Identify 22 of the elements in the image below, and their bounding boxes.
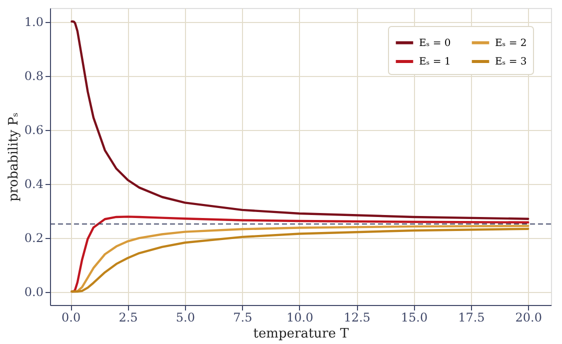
legend-label: Eₛ = 2 — [495, 38, 527, 49]
y-tick-label: 0.0 — [24, 285, 44, 299]
y-tick-label: 0.2 — [24, 231, 44, 245]
x-tick-label: 0.0 — [62, 310, 81, 324]
x-axis-title: temperature T — [253, 326, 350, 342]
y-tick-label: 0.4 — [24, 177, 44, 191]
legend-label: Eₛ = 3 — [495, 56, 527, 68]
x-tick-label: 7.5 — [233, 310, 252, 324]
y-axis-title: probability Pₛ — [6, 112, 22, 202]
y-tick-label: 0.6 — [24, 123, 44, 137]
legend-label: Eₛ = 1 — [419, 56, 451, 68]
y-tick-label: 0.8 — [24, 69, 44, 83]
line-series — [70, 20, 530, 220]
x-tick-label: 20.0 — [515, 310, 542, 324]
x-tick-label: 10.0 — [286, 310, 314, 324]
y-tick-label: 1.0 — [24, 15, 44, 29]
legend-label: Eₛ = 0 — [419, 38, 451, 49]
x-tick-label: 5.0 — [176, 310, 196, 324]
x-tick-label: 12.5 — [344, 310, 370, 324]
x-tick-label: 17.5 — [458, 310, 485, 324]
x-tick-label: 15.0 — [400, 310, 428, 324]
x-tick-label: 2.5 — [118, 310, 138, 324]
